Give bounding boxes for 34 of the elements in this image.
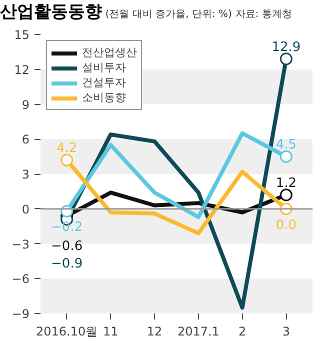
y-tick-label: 12 [14,62,30,77]
x-tick-label: 2016.10월 [36,324,98,338]
text: 자료: 통계청 [235,9,292,20]
point [280,188,292,202]
y-tick-label: 15 [14,28,30,42]
point [60,154,74,166]
data-label: 0.0 [276,218,297,233]
data-label: 12.9 [272,40,301,55]
data-label: −0.6 [51,238,83,254]
x-tick-label: 12 [146,324,162,338]
data-label: −0.2 [51,220,83,236]
y-tick-label: −3 [12,237,30,252]
legend-label: 건설투자 [82,75,126,90]
y-tick-label: 6 [22,132,30,147]
point [280,52,292,66]
legend-label: 설비투자 [82,60,126,75]
x-tick-label: 2017.1 [177,324,220,338]
y-tick-label: 9 [22,98,30,112]
data-label: 4.5 [276,138,297,153]
legend-label: 전산업생산 [82,45,137,60]
chart-title: 산업활동동향 [0,2,102,22]
x-tick-label: 3 [282,324,290,338]
data-label: −0.9 [51,256,83,272]
y-tick-label: 3 [22,168,30,182]
data-label: 1.2 [276,176,297,191]
y-tick-label: −9 [12,307,30,321]
y-tick-label: −6 [12,272,30,286]
x-tick-label: 2 [238,324,246,338]
y-tick-label: 0 [22,202,30,216]
x-tick-label: 11 [103,324,118,338]
data-label: 4.2 [56,141,78,156]
legend-label: 소비동향 [82,90,126,105]
chart-subtitle: (전월 대비 증가율, 단위: %) [105,9,232,20]
point [280,150,292,163]
